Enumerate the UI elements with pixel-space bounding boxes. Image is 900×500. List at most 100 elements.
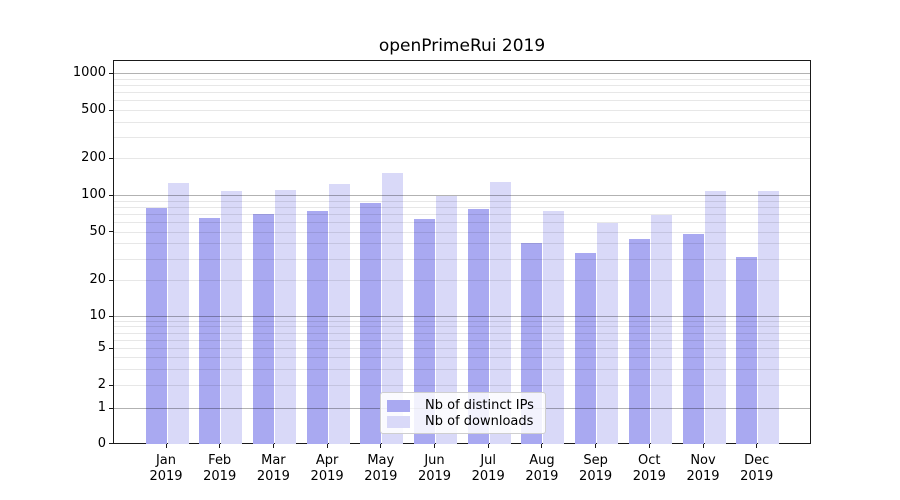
y-tick-label: 10	[89, 308, 106, 323]
x-tick-label-jun: Jun 2019	[417, 453, 452, 484]
y-tick-mark	[109, 407, 113, 409]
y-tick-mark	[109, 347, 113, 349]
minor-gridline	[114, 348, 810, 350]
minor-gridline	[114, 200, 810, 202]
y-tick-mark	[109, 384, 113, 386]
minor-gridline	[114, 78, 810, 80]
bar-downloads-aug	[543, 210, 565, 444]
major-gridline	[114, 73, 810, 75]
minor-gridline	[114, 258, 810, 260]
x-tick-mark	[487, 444, 489, 448]
y-tick-label: 200	[81, 150, 106, 166]
minor-gridline	[114, 121, 810, 123]
x-tick-mark	[756, 444, 758, 448]
x-tick-mark	[702, 444, 704, 448]
x-tick-mark	[272, 444, 274, 448]
bar-distinct-ips-dec	[736, 257, 758, 444]
y-tick-label: 100	[81, 187, 106, 202]
y-tick-mark	[109, 194, 113, 196]
minor-gridline	[114, 136, 810, 138]
minor-gridline	[114, 92, 810, 94]
bar-distinct-ips-mar	[252, 213, 274, 444]
minor-gridline	[114, 222, 810, 224]
y-tick-mark	[109, 315, 113, 317]
legend: Nb of distinct IPs Nb of downloads	[380, 392, 546, 434]
bar-downloads-dec	[758, 191, 780, 444]
minor-gridline	[114, 320, 810, 322]
bar-downloads-jun	[436, 195, 457, 444]
bar-distinct-ips-jan	[145, 207, 167, 444]
x-tick-label-jul: Jul 2019	[471, 453, 505, 484]
y-tick-label: 50	[89, 223, 106, 239]
minor-gridline	[114, 85, 810, 87]
minor-gridline	[114, 385, 810, 386]
x-tick-label-aug: Aug 2019	[525, 453, 559, 484]
legend-label-distinct-ips: Nb of distinct IPs	[425, 398, 534, 413]
major-gridline	[114, 195, 810, 196]
y-tick-label: 5	[97, 340, 106, 356]
minor-gridline	[114, 158, 810, 160]
x-tick-label-feb: Feb 2019	[203, 453, 237, 484]
minor-gridline	[114, 332, 810, 334]
x-tick-label-may: May 2019	[364, 453, 398, 484]
minor-gridline	[114, 357, 810, 359]
minor-gridline	[114, 326, 810, 328]
x-tick-label-dec: Dec 2019	[740, 453, 774, 484]
y-tick-mark	[109, 157, 113, 159]
bar-downloads-feb	[221, 191, 243, 444]
bar-downloads-mar	[274, 189, 296, 444]
bar-downloads-jan	[167, 183, 189, 444]
x-tick-mark	[434, 444, 435, 448]
bar-distinct-ips-apr	[306, 211, 328, 444]
bar-distinct-ips-nov	[682, 234, 704, 444]
bar-downloads-oct	[650, 215, 672, 444]
x-tick-label-jan: Jan 2019	[149, 453, 183, 484]
chart-title: openPrimeRui 2019	[378, 36, 546, 56]
minor-gridline	[114, 213, 810, 215]
y-tick-label: 1	[97, 400, 106, 415]
x-tick-mark	[648, 444, 650, 448]
x-tick-mark	[219, 444, 221, 448]
x-tick-mark	[380, 444, 382, 448]
y-tick-label: 0	[97, 435, 106, 451]
x-tick-mark	[326, 444, 328, 448]
legend-row-downloads: Nb of downloads	[387, 414, 539, 430]
x-tick-mark	[541, 444, 543, 448]
bar-downloads-nov	[704, 191, 726, 444]
major-gridline	[114, 316, 810, 317]
bar-distinct-ips-sep	[575, 252, 597, 444]
minor-gridline	[114, 280, 810, 281]
x-tick-mark	[595, 444, 597, 448]
bar-distinct-ips-jul	[467, 208, 489, 444]
legend-row-distinct-ips: Nb of distinct IPs	[387, 398, 539, 414]
bar-distinct-ips-jun	[414, 219, 435, 444]
bar-distinct-ips-may	[360, 203, 382, 444]
y-tick-label: 1000	[72, 65, 106, 81]
minor-gridline	[114, 231, 810, 233]
y-tick-mark	[109, 231, 113, 233]
minor-gridline	[114, 243, 810, 245]
x-tick-label-oct: Oct 2019	[632, 453, 666, 484]
x-tick-label-mar: Mar 2019	[256, 453, 290, 484]
minor-gridline	[114, 339, 810, 341]
plot-area: Nb of distinct IPs Nb of downloads	[113, 60, 811, 444]
bar-downloads-apr	[328, 183, 350, 444]
y-tick-mark	[109, 72, 113, 74]
grid-layer	[114, 61, 810, 443]
x-tick-mark	[165, 444, 167, 448]
y-tick-mark	[109, 109, 113, 111]
y-tick-label: 2	[97, 377, 106, 392]
y-tick-mark	[109, 443, 113, 444]
bar-distinct-ips-oct	[628, 238, 650, 444]
bar-downloads-jul	[489, 181, 511, 444]
minor-gridline	[114, 100, 810, 102]
bar-downloads-may	[382, 173, 404, 444]
bars-layer	[114, 61, 810, 444]
y-tick-label: 20	[89, 272, 106, 287]
legend-swatch-downloads	[387, 416, 410, 428]
minor-gridline	[114, 368, 810, 370]
y-tick-label: 500	[81, 102, 106, 117]
x-tick-label-nov: Nov 2019	[686, 453, 720, 484]
